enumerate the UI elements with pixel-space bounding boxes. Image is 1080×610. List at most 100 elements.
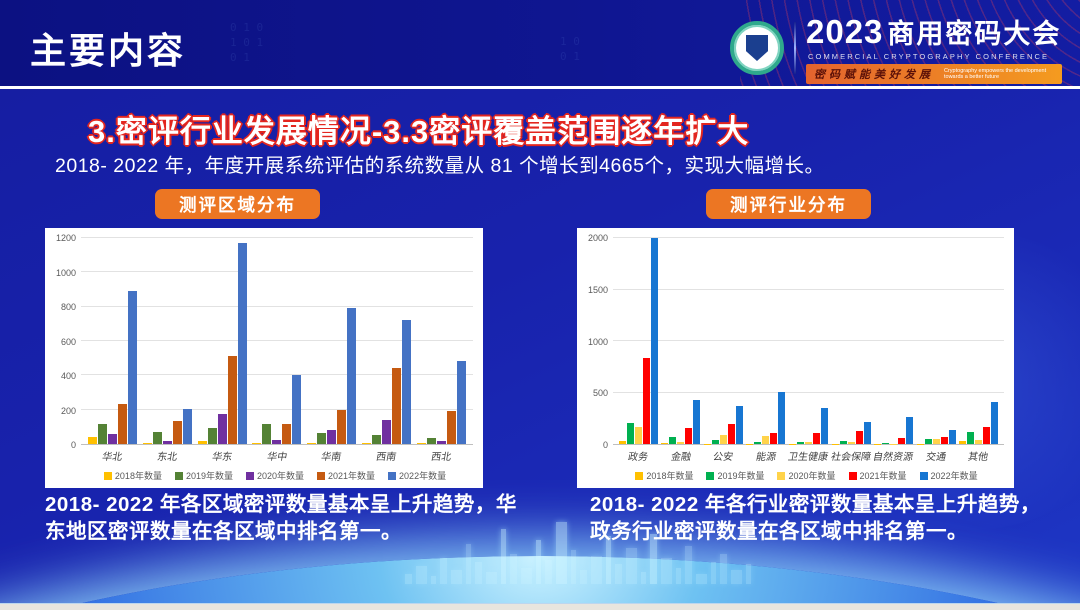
region-caption: 2018- 2022 年各区域密评数量基本呈上升趋势，华东地区密评数量在各区域中…: [45, 493, 517, 544]
building-silhouette: [486, 572, 497, 584]
bar: [252, 443, 262, 444]
legend-label: 2018年数量: [646, 471, 694, 481]
bar: [754, 441, 762, 444]
y-tick-label: 1000: [587, 336, 608, 347]
bar-group-华北: [87, 238, 137, 444]
legend-item: 2019年数量: [174, 469, 233, 482]
binary-decoration: 0 1 0 1 0 1 0 1: [230, 21, 264, 64]
bar: [924, 439, 932, 444]
legend-label: 2022年数量: [930, 471, 978, 481]
legend-item: 2021年数量: [317, 469, 375, 482]
bar: [812, 432, 820, 444]
logo-title: 商用密码大会: [887, 19, 1062, 49]
bar: [182, 408, 192, 444]
page-title: 主要内容: [30, 30, 187, 71]
bar: [416, 443, 426, 444]
y-tick-label: 0: [602, 440, 608, 450]
bar: [282, 424, 292, 444]
bar: [898, 438, 906, 444]
bar: [107, 433, 117, 444]
building-silhouette: [641, 572, 646, 584]
x-axis-label: 公安: [712, 452, 734, 463]
x-axis-label: 政务: [626, 452, 649, 463]
bar-group-社会保障: [831, 238, 871, 444]
gridline: [81, 340, 473, 341]
building-silhouette: [580, 570, 587, 584]
y-tick-label: 400: [60, 371, 76, 382]
conference-logo: 2023 商用密码大会 COMMERCIAL CRYPTOGRAPHY CONF…: [730, 12, 1062, 84]
bar: [778, 392, 786, 444]
plot-area: [613, 237, 1004, 445]
bar: [991, 401, 999, 444]
bar: [97, 424, 107, 444]
bar-group-能源: [746, 238, 786, 444]
building-silhouette: [571, 550, 576, 584]
legend-swatch: [245, 471, 254, 480]
bar: [197, 441, 207, 444]
bar: [307, 443, 317, 444]
gridline: [81, 408, 473, 410]
x-axis-label: 金融: [669, 452, 692, 463]
bar: [650, 238, 658, 444]
building-silhouette: [731, 570, 742, 584]
bar: [882, 443, 890, 444]
legend-swatch: [919, 471, 928, 480]
legend-swatch: [777, 471, 786, 480]
bar: [948, 429, 956, 444]
bar: [162, 440, 172, 444]
legend-label: 2018年数量: [114, 471, 162, 481]
bar: [456, 360, 466, 444]
bar: [788, 443, 796, 444]
gridline: [613, 340, 1004, 341]
x-axis-label: 东北: [155, 452, 178, 463]
bottom-strip: [0, 603, 1080, 610]
building-silhouette: [696, 574, 707, 584]
y-tick-label: 2000: [587, 233, 608, 243]
building-silhouette: [606, 536, 611, 584]
building-silhouette: [746, 564, 751, 584]
industry-bar-chart: 0 500 1000 1500 2000 政务 金融 公安 能源 卫生健康 社会保障 自然资源 交通 其他…: [581, 233, 1004, 484]
bar: [770, 433, 778, 444]
bar: [906, 416, 914, 444]
legend-swatch: [848, 471, 857, 480]
bar: [152, 431, 162, 444]
building-silhouette: [405, 574, 412, 584]
legend-swatch: [635, 471, 644, 480]
building-silhouette: [451, 570, 462, 584]
legend: 2018年数量 2019年数量 2020年数量 2021年数量 2022年数量: [581, 463, 1004, 484]
x-axis-label: 华中: [265, 452, 288, 463]
building-silhouette: [475, 562, 482, 584]
building-silhouette: [521, 568, 532, 584]
building-silhouette: [431, 576, 436, 584]
bar-group-东北: [142, 238, 192, 444]
bar: [626, 422, 634, 444]
y-tick-label: 1000: [55, 267, 76, 278]
x-axis-label: 交通: [924, 452, 947, 463]
building-silhouette: [720, 554, 727, 584]
building-silhouette: [416, 566, 427, 584]
bar: [855, 430, 863, 444]
bar: [362, 442, 372, 444]
bar: [847, 442, 855, 444]
industry-caption: 2018- 2022 年各行业密评数量基本呈上升趋势，政务行业密评数量在各区域中…: [590, 493, 1041, 544]
slide-subtitle: 2018- 2022 年，年度开展系统评估的系统数量从 81 个增长到4665个…: [55, 155, 825, 177]
x-axis-label: 华南: [320, 452, 343, 463]
legend-label: 2022年数量: [399, 471, 447, 481]
legend-item: 2022年数量: [919, 469, 978, 482]
y-axis: 0 200 400 600 800 1000 1200: [49, 233, 81, 450]
x-axis-label: 自然资源: [872, 452, 915, 463]
bar: [762, 436, 770, 444]
industry-chart-tag: 测评行业分布: [706, 189, 871, 219]
bar: [711, 440, 719, 444]
legend-swatch: [388, 471, 397, 480]
legend-label: 2019年数量: [185, 471, 233, 481]
bar: [916, 443, 924, 444]
building-silhouette: [556, 522, 567, 584]
bar: [677, 441, 685, 444]
conference-emblem-icon: [730, 21, 784, 75]
legend-item: 2018年数量: [103, 469, 162, 482]
bar-group-西北: [416, 238, 466, 444]
building-silhouette: [711, 562, 716, 584]
region-chart-tag: 测评区域分布: [155, 189, 320, 219]
industry-chart-panel: 0 500 1000 1500 2000 政务 金融 公安 能源 卫生健康 社会保障 自然资源 交通 其他…: [577, 228, 1014, 488]
